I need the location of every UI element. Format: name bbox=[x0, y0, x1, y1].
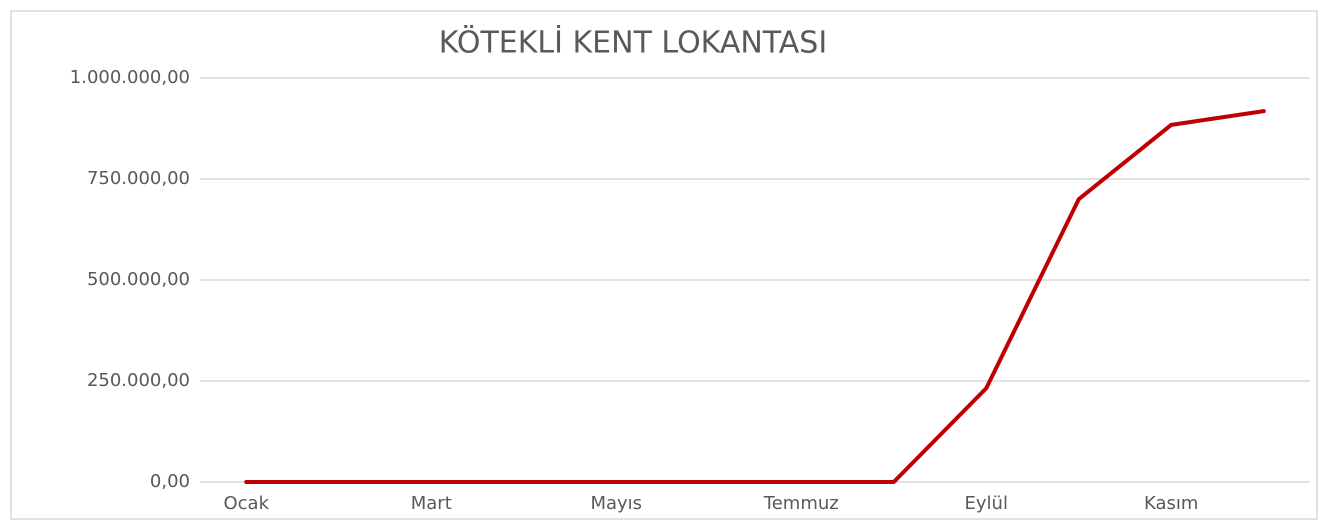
line-series bbox=[244, 109, 1266, 484]
x-tick-label: Mart bbox=[411, 493, 452, 514]
x-tick-label: Ocak bbox=[223, 493, 269, 514]
y-tick-label: 1.000.000,00 bbox=[70, 67, 190, 88]
y-tick-label: 250.000,00 bbox=[87, 370, 190, 391]
x-tick-label: Temmuz bbox=[763, 493, 839, 514]
y-tick-label: 0,00 bbox=[150, 471, 190, 492]
y-tick-label: 500.000,00 bbox=[87, 269, 190, 290]
chart-title: KÖTEKLİ KENT LOKANTASI bbox=[439, 25, 827, 61]
x-tick-label: Kasım bbox=[1144, 493, 1198, 514]
x-tick-label: Mayıs bbox=[590, 493, 642, 514]
chart-border bbox=[10, 10, 1318, 520]
x-tick-label: Eylül bbox=[965, 493, 1008, 514]
y-tick-label: 750.000,00 bbox=[87, 168, 190, 189]
